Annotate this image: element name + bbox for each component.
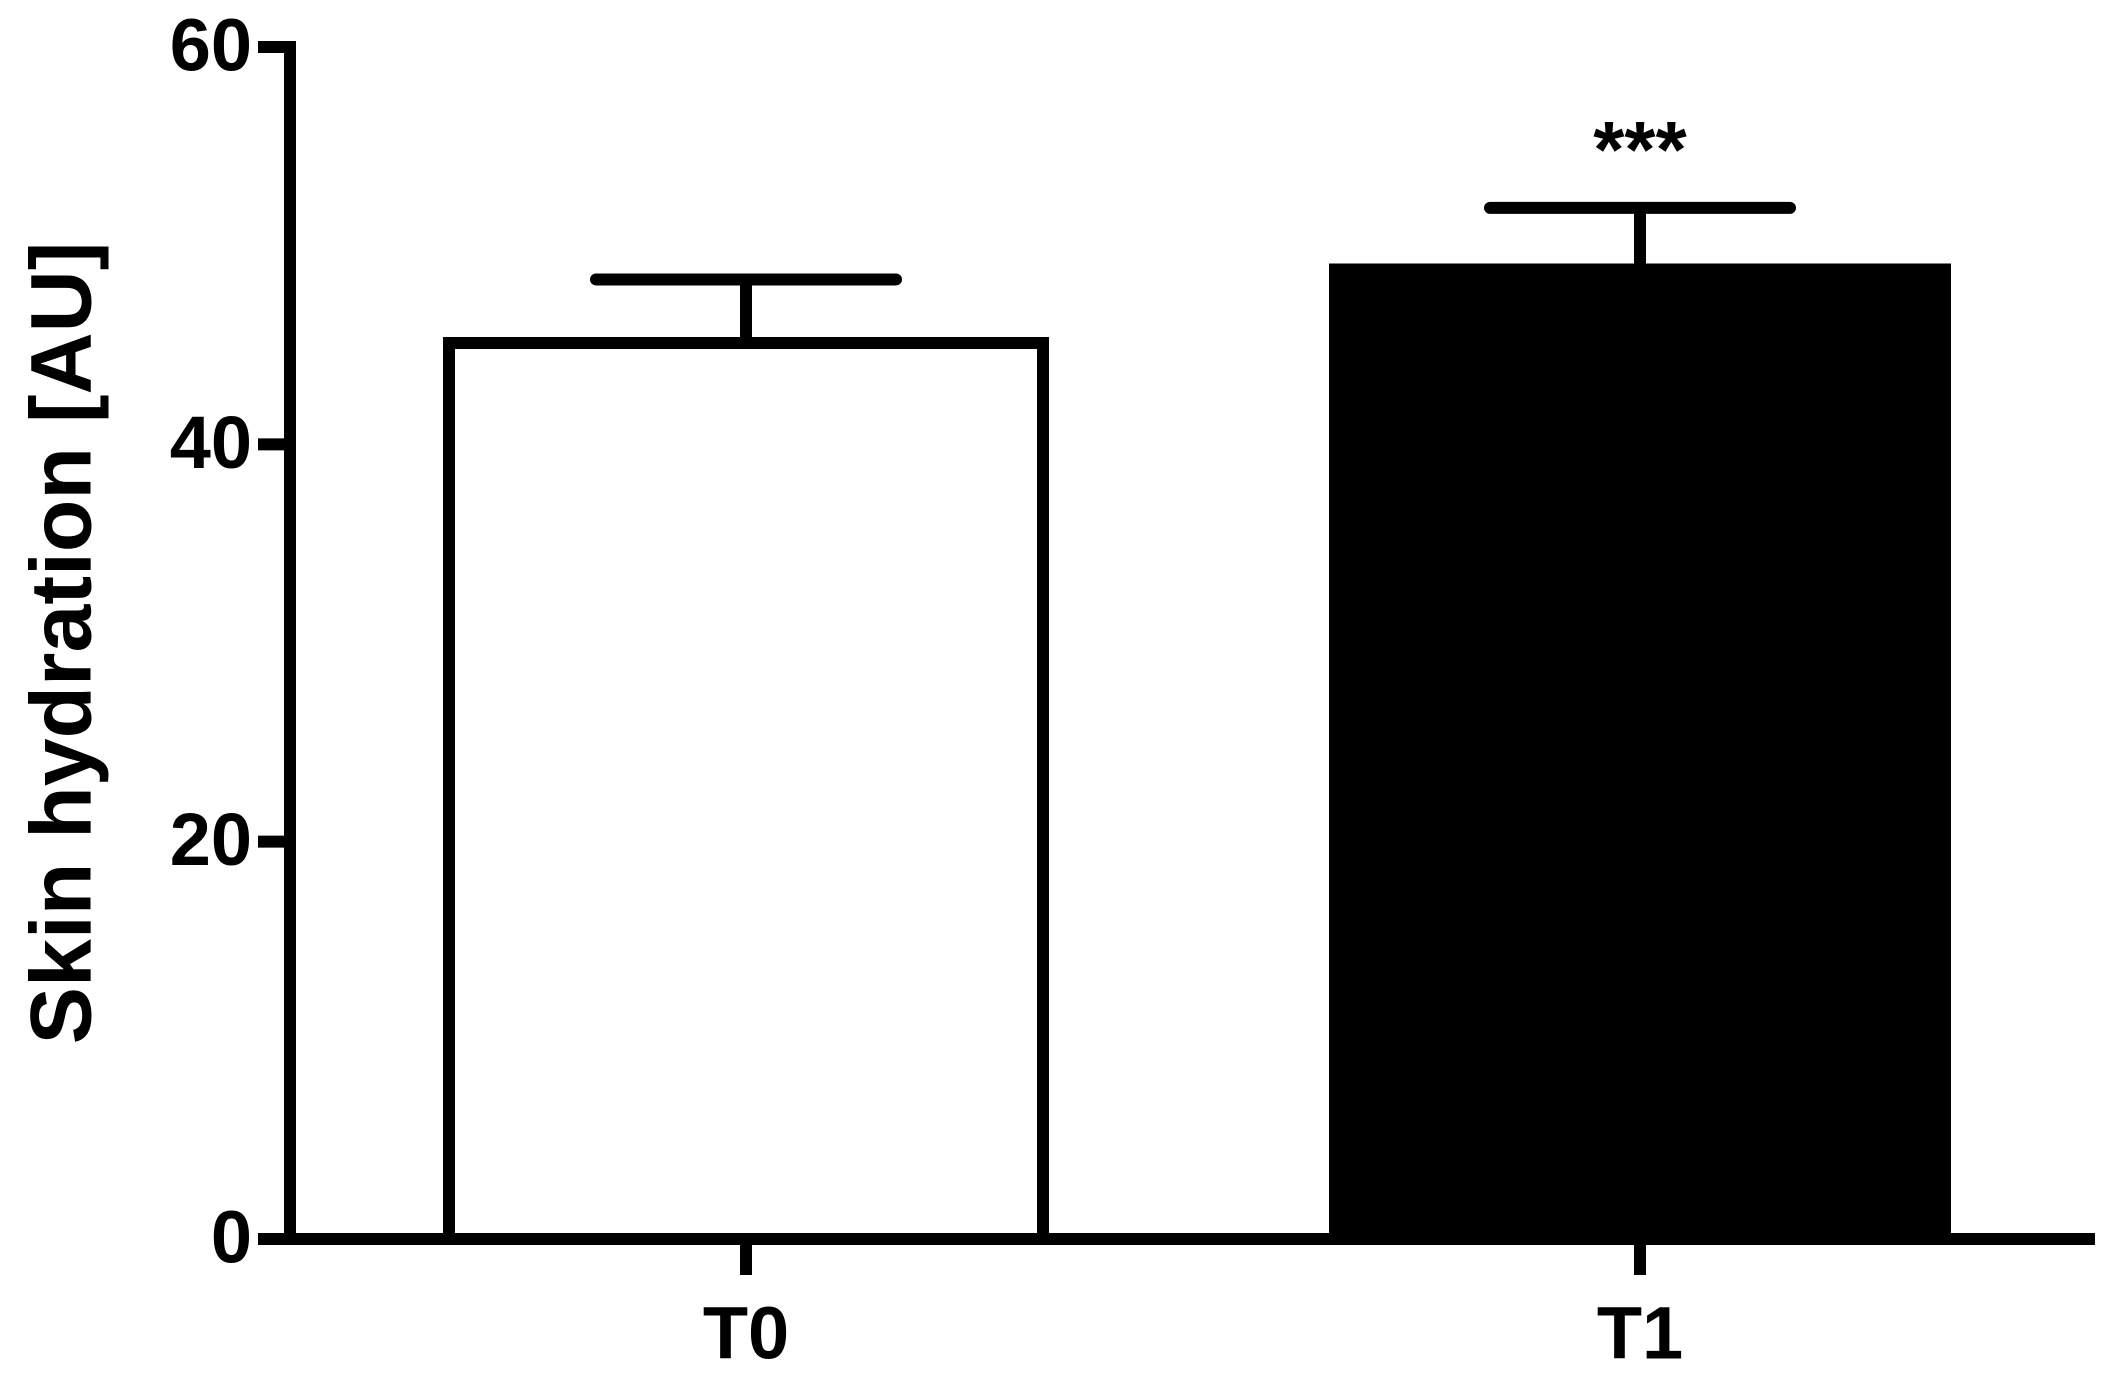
bar: [1329, 263, 1951, 1245]
x-tick-label: T0: [703, 1292, 789, 1375]
x-tick-label: T1: [1597, 1292, 1683, 1375]
bar: [443, 337, 1049, 1246]
y-tick-label: 20: [170, 798, 252, 881]
y-tick-label: 40: [170, 401, 252, 484]
significance-label: ***: [1593, 105, 1687, 194]
y-tick-label: 60: [170, 4, 252, 87]
y-tick-label: 0: [211, 1196, 252, 1279]
y-axis-label: Skin hydration [AU]: [14, 242, 110, 1045]
